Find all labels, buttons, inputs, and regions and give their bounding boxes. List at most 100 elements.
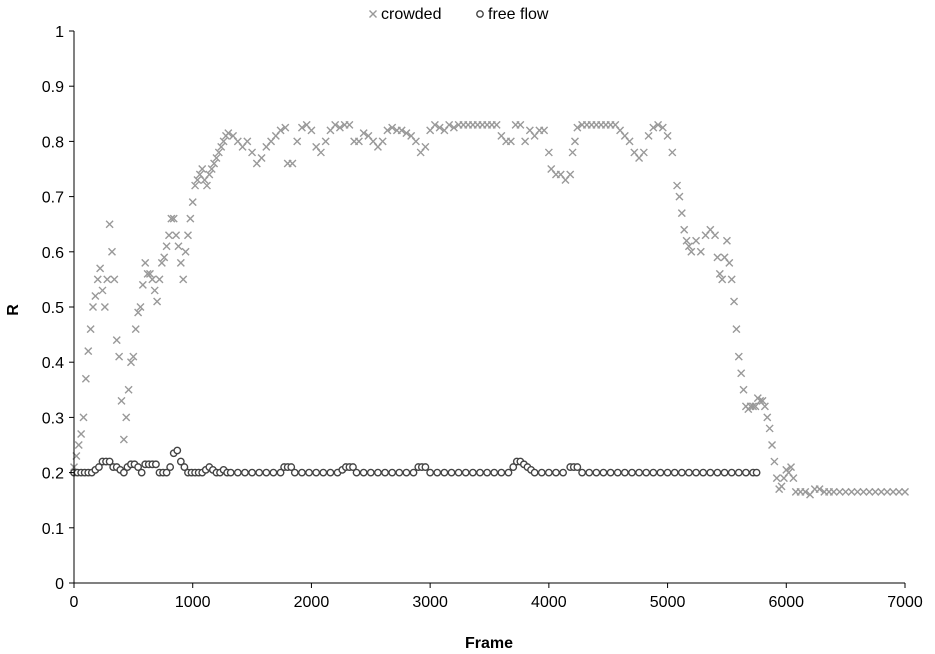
data-point-free-flow xyxy=(620,468,629,477)
data-point-crowded xyxy=(841,487,850,496)
data-point-crowded xyxy=(763,413,772,422)
legend-x-marker xyxy=(369,10,377,18)
data-point-crowded xyxy=(770,457,779,466)
data-point-crowded xyxy=(411,137,420,146)
data-point-crowded xyxy=(93,275,102,284)
data-point-crowded xyxy=(134,308,143,317)
data-point-crowded xyxy=(172,231,181,240)
data-point-crowded xyxy=(155,275,164,284)
data-point-crowded xyxy=(718,275,727,284)
data-point-free-flow xyxy=(166,463,175,471)
data-point-free-flow xyxy=(152,460,160,469)
data-point-crowded xyxy=(760,402,769,411)
data-point-crowded xyxy=(388,123,397,132)
data-point-crowded xyxy=(179,275,188,284)
data-point-free-flow xyxy=(298,468,306,477)
data-point-crowded xyxy=(421,142,430,151)
data-point-crowded xyxy=(126,358,135,367)
data-point-crowded xyxy=(281,123,290,132)
data-point-crowded xyxy=(191,181,200,190)
legend-marker-crowded xyxy=(369,10,377,18)
data-point-crowded xyxy=(210,159,219,168)
data-point-crowded xyxy=(871,487,880,496)
data-point-free-flow xyxy=(628,468,636,477)
data-point-free-flow xyxy=(677,468,686,477)
y-tick-label: 1 xyxy=(55,24,64,41)
data-point-free-flow xyxy=(255,468,264,477)
data-point-free-flow xyxy=(287,463,296,471)
data-point-crowded xyxy=(202,181,211,190)
data-point-free-flow xyxy=(552,468,560,477)
data-point-free-flow xyxy=(713,468,722,477)
data-point-free-flow xyxy=(290,468,299,477)
data-point-free-flow xyxy=(497,468,506,477)
data-point-crowded xyxy=(84,347,93,356)
data-point-crowded xyxy=(540,126,549,135)
data-point-free-flow xyxy=(359,468,368,477)
data-point-free-flow xyxy=(440,468,449,477)
data-point-free-flow xyxy=(352,468,361,477)
data-point-crowded xyxy=(81,374,90,383)
data-point-free-flow xyxy=(599,468,608,477)
data-point-crowded xyxy=(316,148,325,157)
data-point-crowded xyxy=(815,485,824,494)
data-point-free-flow xyxy=(180,463,189,471)
data-point-crowded xyxy=(692,236,701,245)
data-point-crowded xyxy=(573,123,582,132)
data-point-crowded xyxy=(649,123,658,132)
data-point-crowded xyxy=(430,120,439,129)
data-point-crowded xyxy=(713,253,722,262)
data-point-crowded xyxy=(103,275,112,284)
data-point-crowded xyxy=(835,487,844,496)
legend-label-free-flow: free flow xyxy=(488,6,549,23)
y-tick-label: 0.7 xyxy=(42,190,64,207)
data-point-crowded xyxy=(544,148,553,157)
data-point-crowded xyxy=(157,258,166,267)
legend-marker-free-flow xyxy=(476,10,484,18)
data-point-crowded xyxy=(883,487,892,496)
data-point-crowded xyxy=(198,165,207,173)
data-point-crowded xyxy=(725,258,734,267)
data-point-crowded xyxy=(566,170,575,179)
data-point-crowded xyxy=(110,275,119,284)
data-point-free-flow xyxy=(269,468,278,477)
data-point-crowded xyxy=(687,247,696,256)
y-tick-label: 0.9 xyxy=(42,79,64,96)
data-point-crowded xyxy=(107,247,116,256)
data-point-free-flow xyxy=(402,468,411,477)
data-point-crowded xyxy=(141,258,150,267)
data-point-crowded xyxy=(570,137,579,146)
data-point-crowded xyxy=(183,231,192,240)
data-point-free-flow xyxy=(559,468,568,477)
data-point-crowded xyxy=(112,336,121,345)
data-point-crowded xyxy=(506,137,515,146)
data-point-crowded xyxy=(96,264,105,273)
data-point-free-flow xyxy=(504,468,513,477)
data-point-crowded xyxy=(153,297,162,306)
data-point-free-flow xyxy=(468,468,477,477)
data-point-free-flow xyxy=(670,468,679,477)
data-point-crowded xyxy=(397,126,406,135)
data-point-free-flow xyxy=(319,468,328,477)
data-point-free-flow xyxy=(720,468,729,477)
data-point-free-flow xyxy=(381,468,389,477)
data-point-crowded xyxy=(129,352,138,361)
data-point-crowded xyxy=(654,120,663,129)
data-point-crowded xyxy=(715,269,724,278)
data-point-free-flow xyxy=(613,468,622,477)
x-tick-label: 6000 xyxy=(768,594,804,611)
y-tick-label: 0.4 xyxy=(42,355,64,372)
data-point-crowded xyxy=(895,487,904,496)
data-point-free-flow xyxy=(649,468,658,477)
data-point-crowded xyxy=(100,303,109,311)
data-point-free-flow xyxy=(490,468,499,477)
data-point-crowded xyxy=(684,242,693,251)
data-point-crowded xyxy=(150,286,159,295)
data-point-free-flow xyxy=(742,468,750,477)
x-tick-label: 7000 xyxy=(887,594,923,611)
data-point-free-flow xyxy=(585,468,594,477)
y-tick-label: 0 xyxy=(55,576,64,593)
data-point-free-flow xyxy=(699,468,708,477)
y-tick-label: 0.3 xyxy=(42,410,64,427)
